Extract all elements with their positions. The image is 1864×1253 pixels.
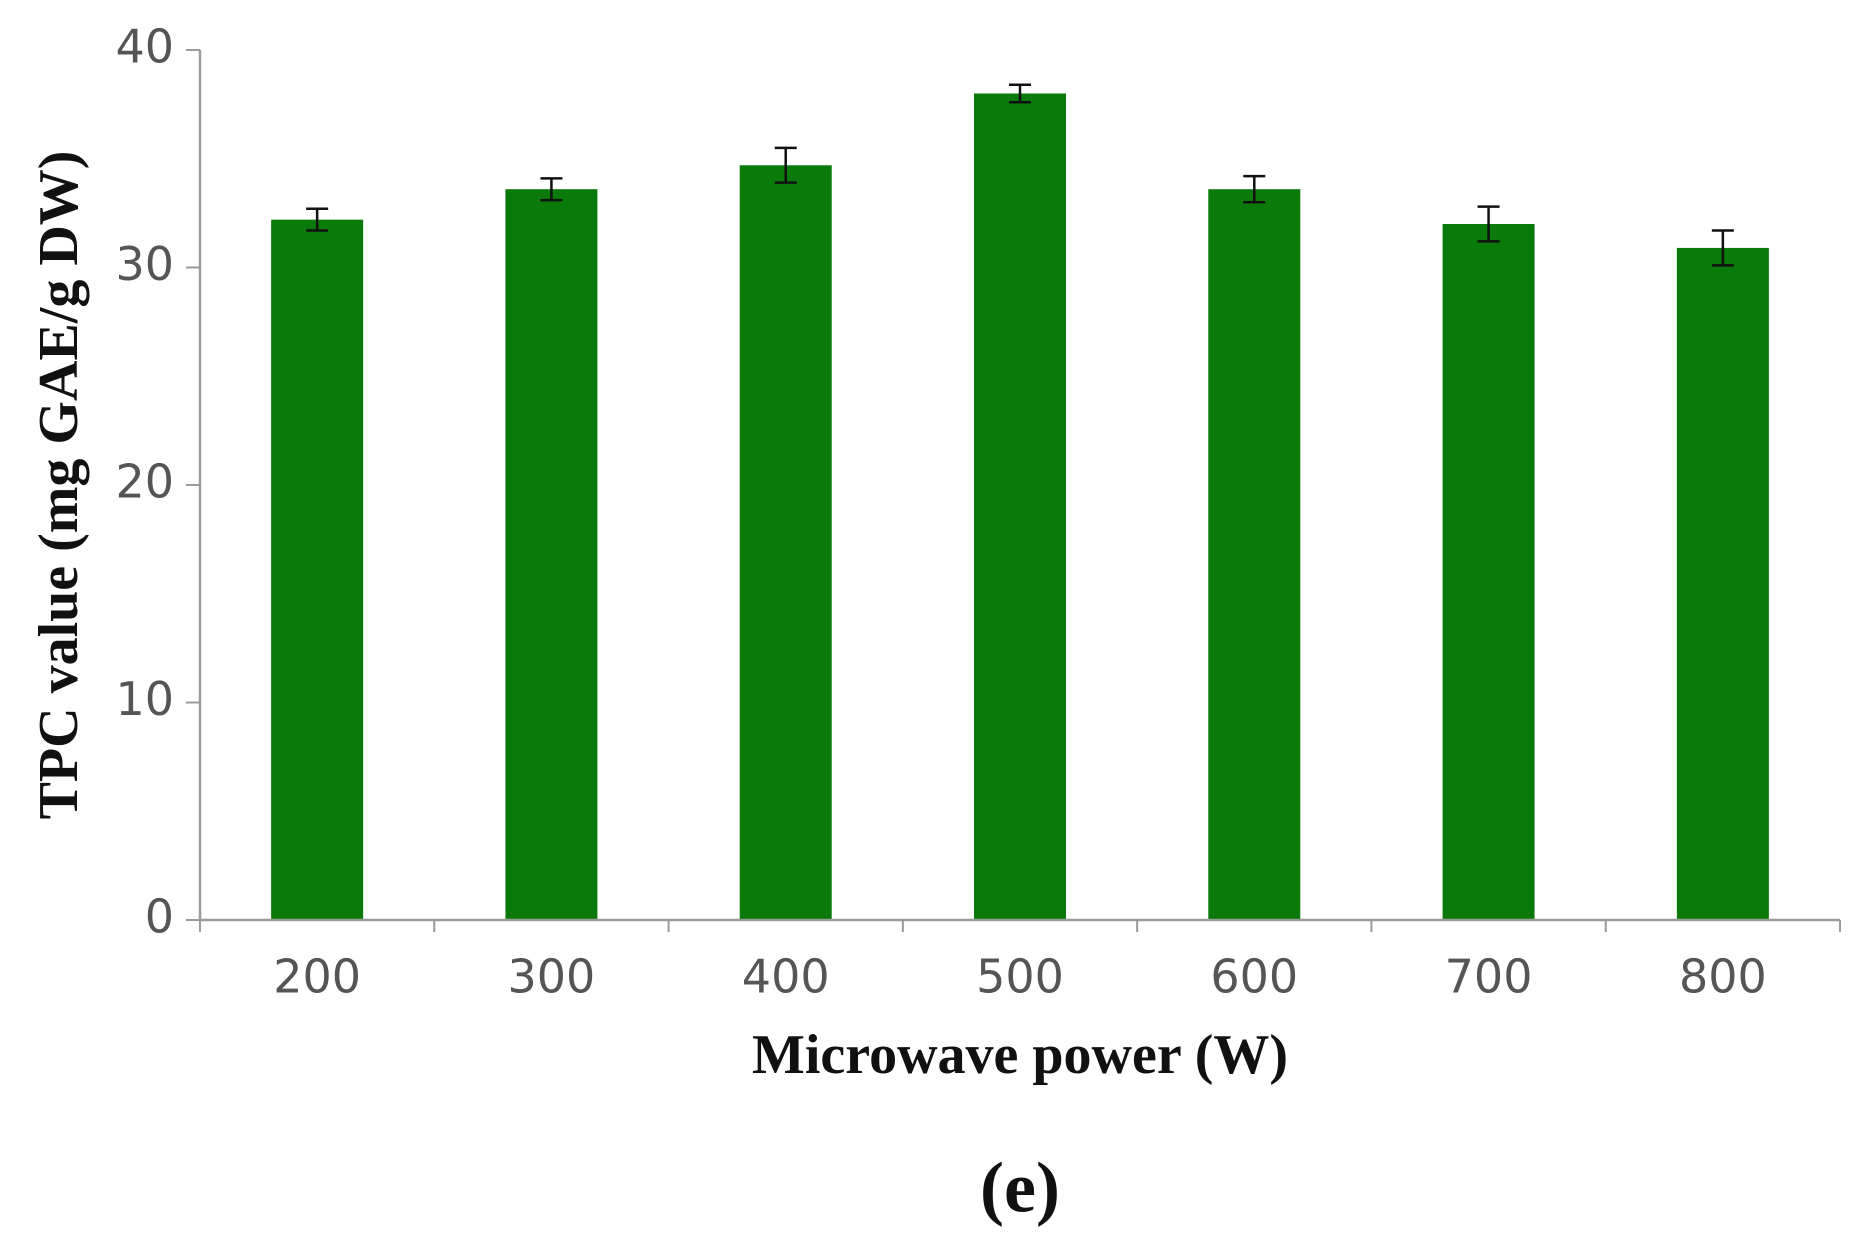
- y-tick-label-20: 20: [115, 455, 174, 509]
- bar-300: [505, 189, 598, 920]
- bar-800: [1676, 247, 1769, 921]
- y-tick-label-0: 0: [145, 890, 174, 944]
- x-tick-label-300: 300: [508, 950, 596, 1004]
- error-bar-200: [306, 207, 329, 232]
- y-tick-label-30: 30: [115, 237, 174, 291]
- bar-200: [271, 219, 364, 920]
- y-axis-title: TPC value (mg GAE/g DW): [28, 151, 90, 820]
- panel-label: (e): [980, 1148, 1060, 1228]
- x-tick-label-200: 200: [273, 950, 361, 1004]
- bars-layer: [271, 93, 1769, 921]
- error-bar-300: [540, 177, 563, 202]
- x-axis-title: Microwave power (W): [752, 1024, 1288, 1086]
- bar-700: [1442, 224, 1535, 920]
- error-bar-800: [1711, 229, 1734, 267]
- y-tick-label-40: 40: [115, 20, 174, 74]
- error-bar-700: [1477, 205, 1500, 243]
- x-tick-label-700: 700: [1445, 950, 1533, 1004]
- error-bar-600: [1243, 174, 1266, 204]
- bar-500: [974, 93, 1066, 920]
- x-tick-label-800: 800: [1679, 950, 1767, 1004]
- x-tick-label-500: 500: [976, 950, 1064, 1004]
- error-bar-400: [774, 146, 797, 184]
- x-tick-label-600: 600: [1210, 950, 1298, 1004]
- error-bar-500: [1009, 83, 1031, 104]
- error-bars-layer: [306, 83, 1734, 267]
- y-tick-label-10: 10: [115, 672, 174, 726]
- x-tick-label-400: 400: [742, 950, 830, 1004]
- bar-600: [1208, 189, 1301, 920]
- bar-400: [739, 165, 832, 920]
- ticks-layer: 200 300 400 500 600 700 800 0 10 20 30 40: [115, 20, 1841, 1004]
